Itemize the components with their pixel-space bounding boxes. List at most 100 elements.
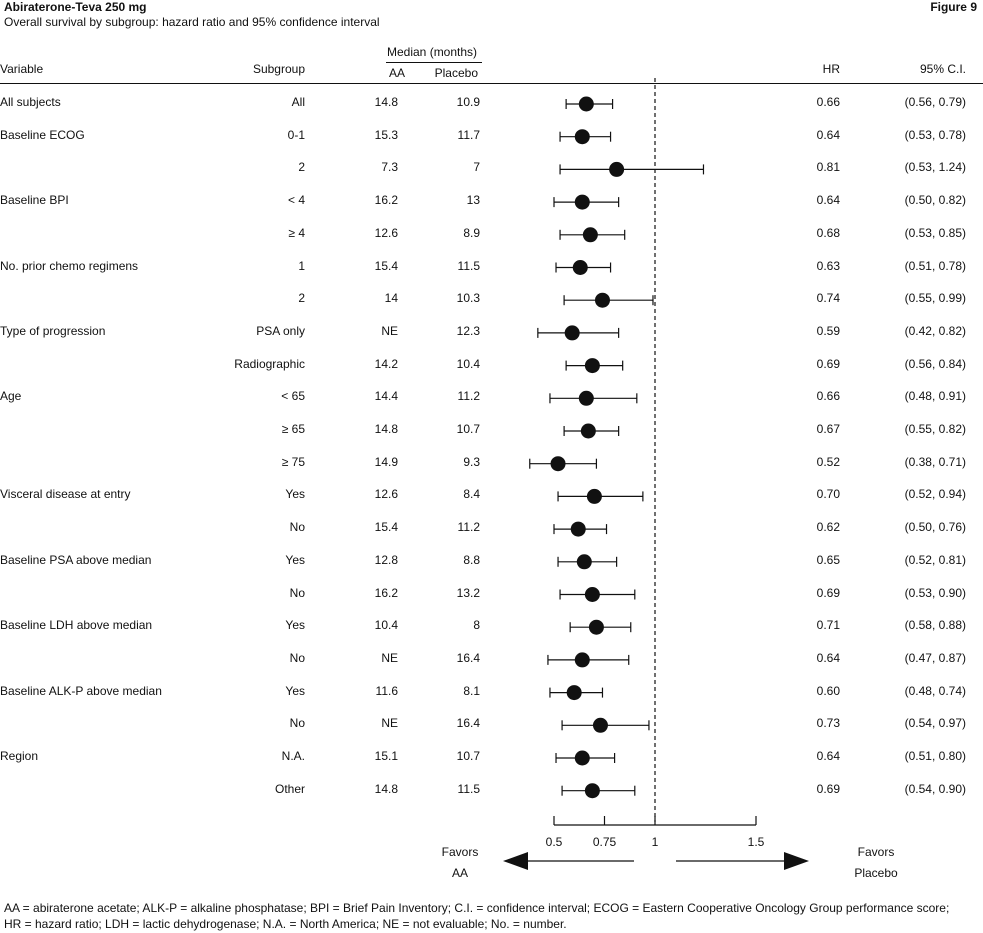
subgroup-cell: Yes (285, 487, 305, 502)
aa-median-cell: NE (381, 716, 398, 731)
subgroup-cell: ≥ 65 (281, 422, 305, 436)
x-tick-label: 1.5 (748, 835, 765, 849)
ci-cell: (0.53, 0.85) (904, 225, 966, 240)
hr-point (576, 554, 592, 570)
hr-header: HR (822, 62, 840, 76)
aa-median-cell: 15.4 (374, 520, 398, 535)
placebo-median-cell: 11.2 (457, 389, 480, 404)
hr-cell: 0.66 (816, 95, 840, 109)
placebo-median-cell: 7 (473, 160, 480, 175)
subgroup-cell: Other (274, 781, 305, 796)
hr-point (574, 194, 590, 210)
hr-cell: 0.70 (816, 487, 840, 502)
hr-cell: 0.62 (816, 520, 840, 535)
figure-title: Abiraterone-Teva 250 mg (4, 0, 147, 14)
aa-median-cell: 15.1 (374, 749, 398, 763)
hr-point (574, 750, 590, 766)
ci-cell: (0.53, 1.24) (904, 160, 966, 175)
subgroup-cell: Yes (285, 683, 305, 698)
favors-placebo-line1: Favors (857, 845, 895, 859)
hr-point (564, 325, 580, 341)
placebo-median-cell: 13.2 (456, 585, 480, 600)
subgroup-cell: ≥ 4 (288, 225, 305, 240)
ci-cell: (0.52, 0.94) (904, 487, 966, 502)
ci-cell: (0.56, 0.84) (904, 356, 966, 371)
subgroup-cell: 2 (298, 160, 305, 175)
variable-cell: Baseline BPI (0, 193, 69, 208)
aa-median-cell: 16.2 (374, 193, 398, 208)
variable-header: Variable (0, 62, 44, 76)
aa-median-cell: 14.8 (374, 95, 398, 109)
aa-median-cell: 14.9 (374, 454, 398, 469)
hr-cell: 0.64 (816, 749, 840, 763)
favors-aa-line1: Favors (441, 845, 479, 859)
hr-point (584, 358, 600, 374)
placebo-median-cell: 8.1 (463, 683, 480, 698)
placebo-median-cell: 10.4 (456, 356, 480, 371)
placebo-median-cell: 8.8 (463, 552, 480, 567)
aa-median-cell: 14.2 (374, 356, 398, 371)
subgroup-cell: Radiographic (234, 356, 305, 371)
subgroup-cell: ≥ 75 (281, 454, 305, 469)
subgroup-cell: Yes (285, 618, 305, 633)
hr-cell: 0.64 (816, 650, 840, 665)
hr-point (578, 390, 594, 406)
hr-point (588, 619, 604, 635)
placebo-median-cell: 11.2 (457, 520, 480, 535)
ci-cell: (0.51, 0.78) (904, 258, 966, 273)
aa-median-cell: 7.3 (381, 160, 398, 175)
hr-cell: 0.67 (816, 422, 840, 436)
figure-subtitle: Overall survival by subgroup: hazard rat… (4, 15, 380, 29)
placebo-median-cell: 9.3 (463, 454, 480, 469)
subgroup-cell: 0-1 (287, 127, 305, 142)
placebo-median-cell: 16.4 (456, 650, 480, 665)
aa-median-cell: 12.6 (374, 487, 398, 502)
ci-cell: (0.52, 0.81) (904, 552, 966, 567)
placebo-median-cell: 10.7 (456, 422, 480, 436)
ci-cell: (0.54, 0.90) (904, 781, 966, 796)
favors-placebo-arrowhead (784, 852, 809, 870)
placebo-median-cell: 13 (466, 193, 480, 208)
hr-cell: 0.65 (816, 552, 840, 567)
placebo-header: Placebo (434, 66, 478, 80)
ci-cell: (0.54, 0.97) (904, 716, 966, 731)
variable-cell: Region (0, 749, 39, 763)
variable-cell: No. prior chemo regimens (0, 258, 139, 273)
aa-median-cell: NE (381, 323, 398, 338)
median-underline (386, 62, 482, 63)
subgroup-cell: PSA only (256, 323, 305, 338)
footnote-line1: AA = abiraterone acetate; ALK-P = alkali… (4, 901, 950, 915)
placebo-median-cell: 11.5 (457, 781, 480, 796)
hr-point (582, 227, 598, 243)
favors-placebo-label: Favors Placebo (838, 842, 914, 884)
hr-cell: 0.71 (816, 618, 840, 633)
hr-point (574, 129, 590, 145)
variable-cell: Baseline PSA above median (0, 552, 152, 567)
hr-point (578, 96, 594, 112)
hr-point (592, 717, 608, 733)
favors-aa-label: Favors AA (430, 842, 490, 884)
aa-median-cell: 15.3 (374, 127, 398, 142)
x-tick-label: 0.75 (593, 835, 617, 849)
variable-cell: Visceral disease at entry (0, 487, 131, 502)
hr-cell: 0.73 (816, 716, 840, 731)
aa-median-cell: 16.2 (374, 585, 398, 600)
hr-point (574, 652, 590, 668)
subgroup-cell: No (289, 650, 305, 665)
placebo-median-cell: 11.7 (457, 127, 480, 142)
aa-median-cell: 14.4 (374, 389, 398, 404)
aa-median-cell: 12.6 (374, 225, 398, 240)
subgroup-cell: < 65 (281, 389, 305, 404)
aa-median-cell: 11.6 (375, 683, 398, 698)
hr-point (584, 587, 600, 602)
placebo-median-cell: 8 (473, 618, 480, 633)
hr-point (594, 292, 610, 308)
variable-cell: All subjects (0, 95, 61, 109)
aa-median-cell: 14.8 (374, 422, 398, 436)
ci-cell: (0.53, 0.90) (904, 585, 966, 600)
variable-cell: Baseline LDH above median (0, 618, 153, 633)
ci-cell: (0.50, 0.76) (904, 520, 966, 535)
favors-aa-arrowhead (503, 852, 528, 870)
placebo-median-cell: 10.9 (456, 95, 480, 109)
aa-median-cell: 12.8 (374, 552, 398, 567)
